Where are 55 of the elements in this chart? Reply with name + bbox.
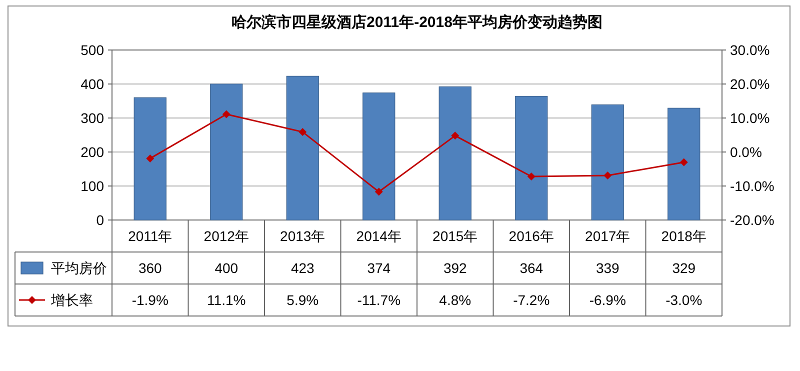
point xyxy=(527,172,536,180)
y2-tick-label: 30.0% xyxy=(730,42,770,58)
x-tick-label: 2013年 xyxy=(280,228,326,244)
data-label: 4.8% xyxy=(439,292,472,308)
bar xyxy=(134,97,166,220)
bar xyxy=(210,84,243,220)
bar xyxy=(515,96,548,220)
data-label: 11.1% xyxy=(207,292,246,308)
data-label: 364 xyxy=(520,260,544,276)
y2-tick-label: 0.0% xyxy=(730,144,762,160)
point xyxy=(298,128,307,136)
data-label: 374 xyxy=(367,260,391,276)
x-tick-label: 2015年 xyxy=(432,228,478,244)
bar xyxy=(362,92,396,220)
x-tick-label: 2017年 xyxy=(585,228,630,244)
data-label: -7.2% xyxy=(513,292,550,308)
point xyxy=(680,158,688,166)
point xyxy=(222,110,230,118)
point xyxy=(146,154,154,162)
x-tick-label: 2016年 xyxy=(508,228,554,244)
x-tick-label: 2011年 xyxy=(128,228,172,244)
y-tick-label: 300 xyxy=(80,110,104,126)
y-tick-label: 500 xyxy=(80,42,104,58)
x-tick-label: 2012年 xyxy=(204,228,249,244)
data-label: 400 xyxy=(214,260,238,276)
data-label: 5.9% xyxy=(286,292,319,308)
point xyxy=(604,171,612,180)
bar xyxy=(668,108,700,220)
bar xyxy=(591,104,624,220)
data-label: -11.7% xyxy=(357,292,401,308)
point xyxy=(451,132,460,140)
data-label: -6.9% xyxy=(589,292,626,308)
y-tick-label: 400 xyxy=(80,76,104,92)
y2-tick-label: -10.0% xyxy=(730,178,774,194)
x-tick-label: 2014年 xyxy=(356,228,402,244)
point xyxy=(374,188,383,196)
data-label: 392 xyxy=(443,260,468,276)
y-tick-label: 0 xyxy=(96,212,104,228)
bar xyxy=(286,76,319,220)
y-tick-label: 100 xyxy=(80,178,104,194)
x-tick-label: 2018年 xyxy=(661,228,706,244)
y2-tick-label: 20.0% xyxy=(730,76,770,92)
data-label: 423 xyxy=(290,260,315,276)
data-label: 360 xyxy=(138,260,162,276)
legend-label: 增长率 xyxy=(50,292,93,308)
y-tick-label: 200 xyxy=(80,144,104,160)
data-label: 329 xyxy=(672,260,696,276)
y2-tick-label: -20.0% xyxy=(730,212,774,228)
chart-title: 哈尔滨市四星级酒店2011年-2018年平均房价变动趋势图 xyxy=(232,13,602,31)
data-label: -1.9% xyxy=(132,292,168,308)
legend-label: 平均房价 xyxy=(51,260,107,276)
y2-tick-label: 10.0% xyxy=(730,110,770,126)
data-label: -3.0% xyxy=(666,292,702,308)
data-label: 339 xyxy=(596,260,620,276)
bar xyxy=(438,86,472,220)
